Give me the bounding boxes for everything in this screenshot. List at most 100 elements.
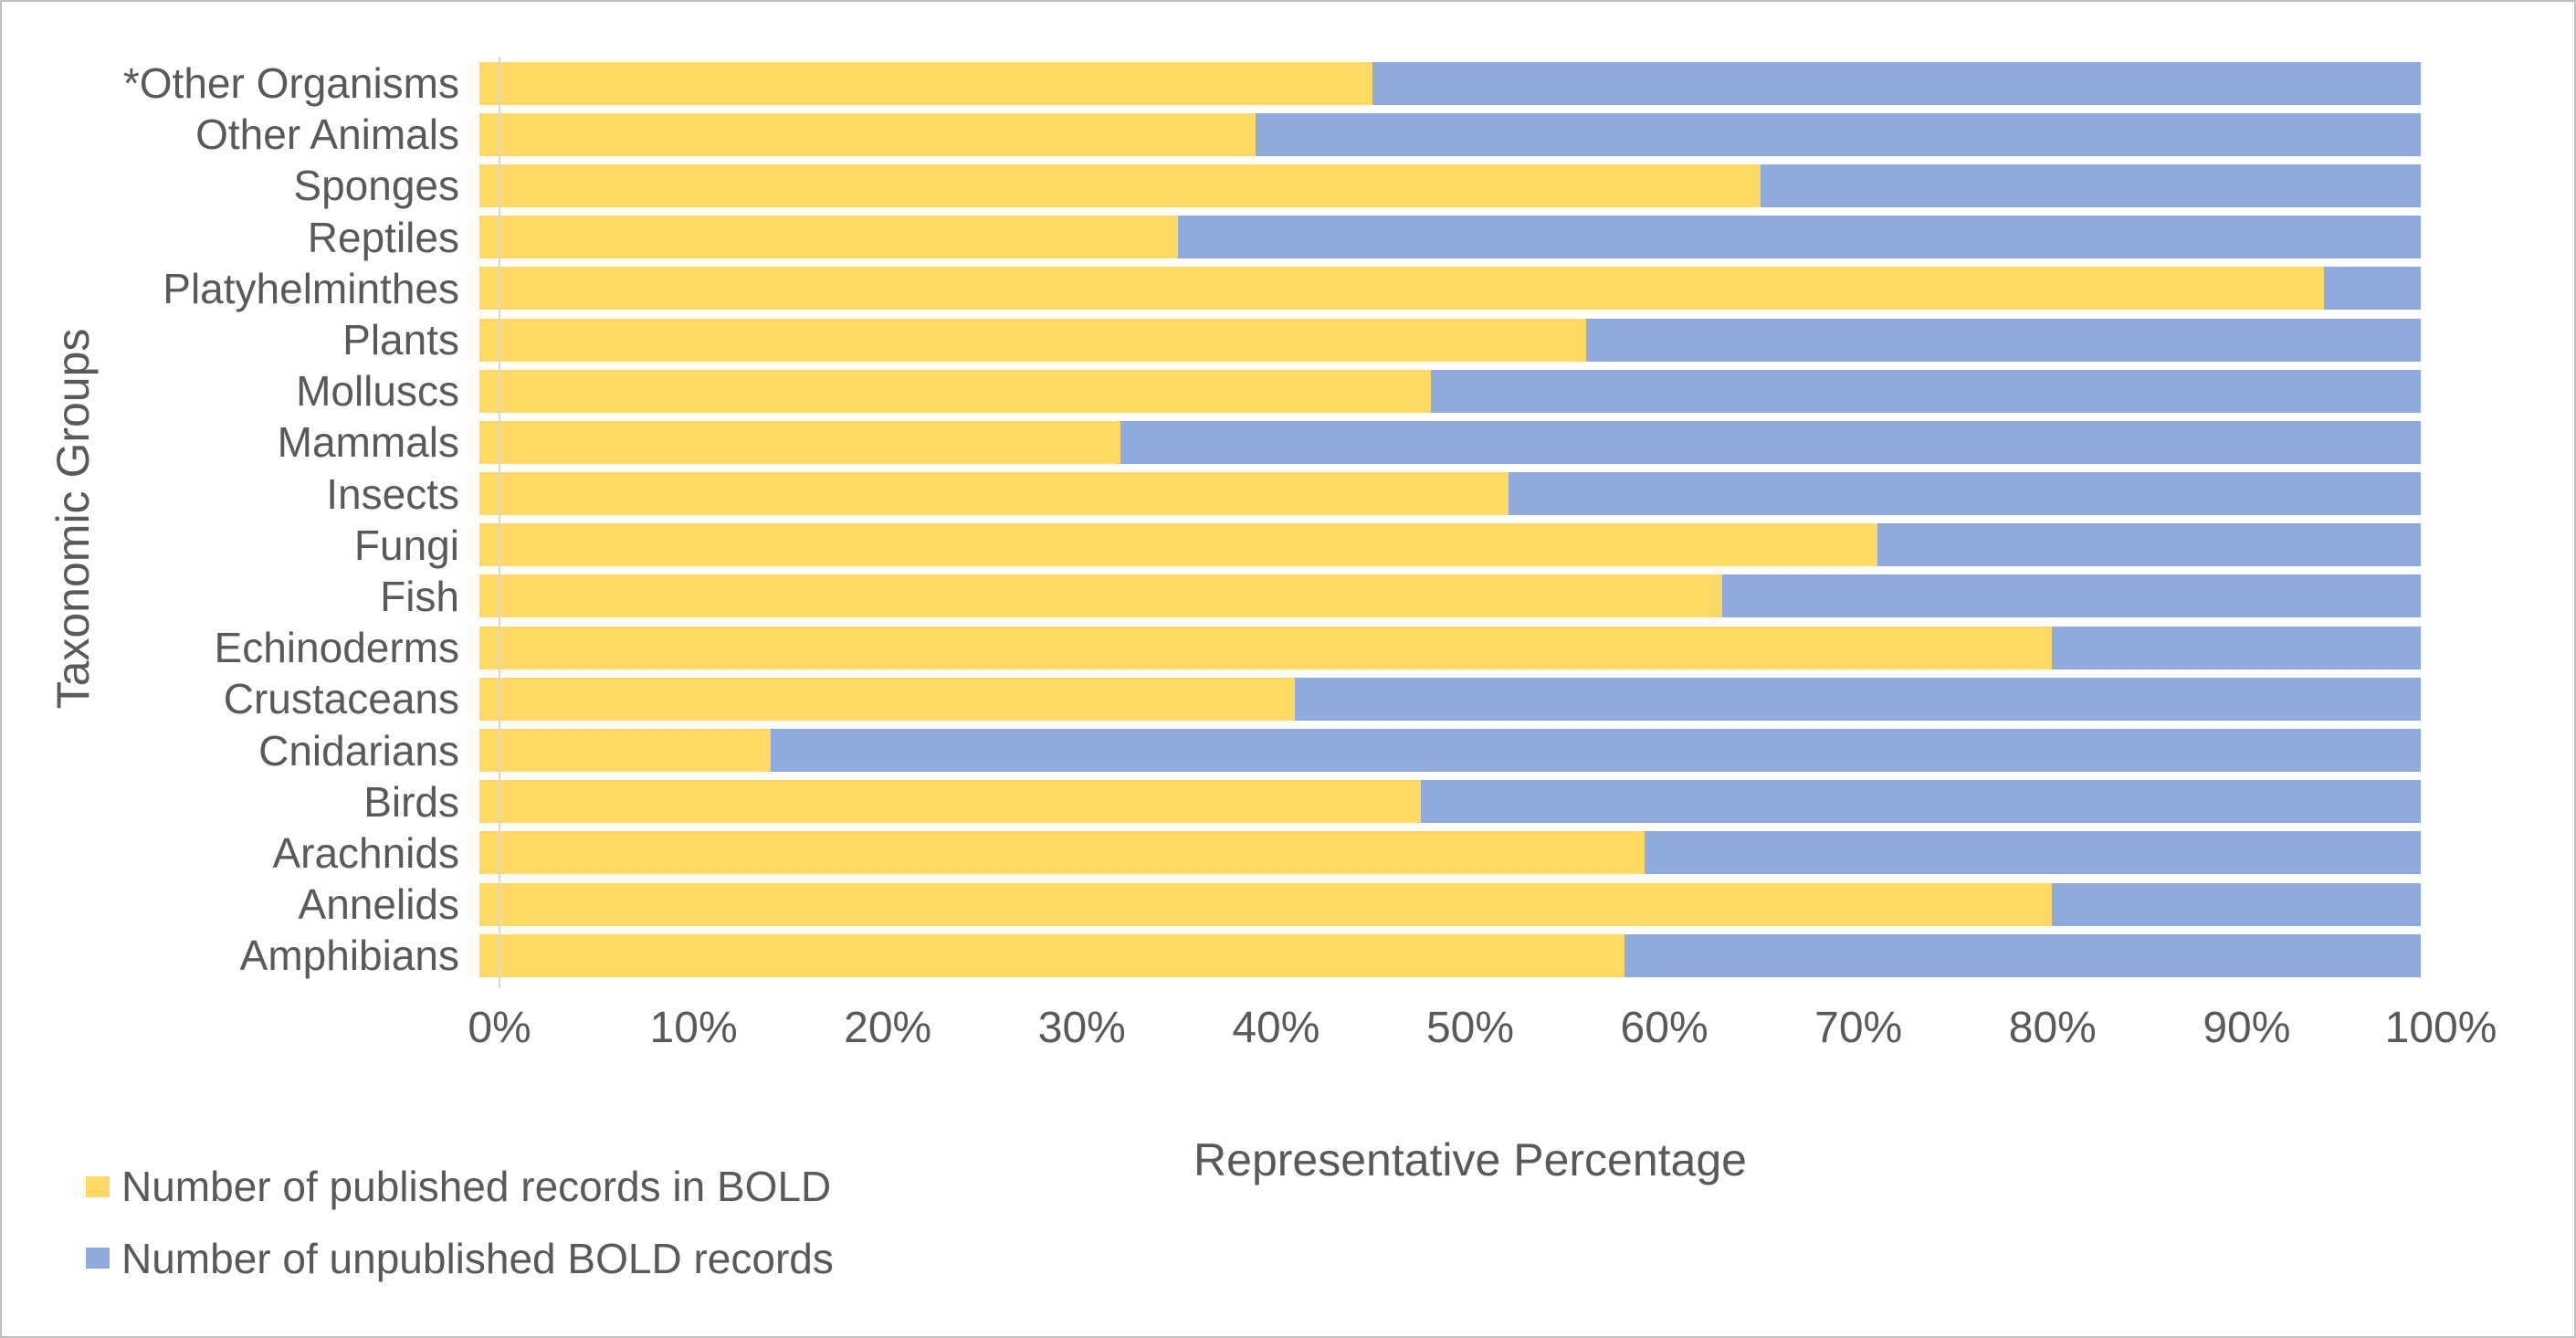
x-tick-label: 40% [1232, 1004, 1320, 1052]
bar-segment-unpublished [1372, 61, 2421, 105]
bar-track [479, 574, 2421, 618]
bar-segment-unpublished [1721, 574, 2421, 618]
category-label: Fish [380, 572, 459, 620]
chart-row: Crustaceans [2, 673, 2441, 724]
bar-segment-published [479, 729, 771, 773]
bar-track [479, 369, 2421, 413]
x-tick-label: 20% [844, 1004, 932, 1052]
chart-row: Reptiles [2, 212, 2441, 263]
bar-track [479, 267, 2421, 311]
bar-segment-unpublished [1624, 933, 2421, 977]
bar-segment-unpublished [1120, 420, 2421, 464]
bar-segment-published [479, 677, 1295, 721]
chart-row: Insects [2, 469, 2441, 520]
bar-segment-published [479, 216, 1179, 259]
bar-track [479, 677, 2421, 721]
chart-row: Annelids [2, 879, 2441, 930]
category-label: *Other Organisms [122, 59, 459, 108]
chart-row: Echinoderms [2, 622, 2441, 673]
bar-segment-unpublished [1178, 216, 2421, 259]
chart-row: Amphibians [2, 930, 2441, 981]
chart-row: Molluscs [2, 365, 2441, 416]
bar-track [479, 831, 2421, 875]
x-axis-title: Representative Percentage [1193, 1134, 1747, 1185]
category-label: Annelids [298, 880, 459, 929]
category-label: Sponges [293, 162, 459, 210]
category-label: Reptiles [307, 213, 459, 261]
plot-area: *Other Organisms Other Animals Sponges Rept… [2, 58, 2441, 981]
category-label: Plants [342, 316, 459, 364]
bar-track [479, 523, 2421, 567]
bar-track [479, 472, 2421, 516]
category-label: Other Animals [195, 111, 459, 159]
x-tick-label: 90% [2203, 1004, 2291, 1052]
bar-track [479, 882, 2421, 926]
bar-segment-published [479, 267, 2324, 311]
category-label: Platyhelminthes [163, 264, 459, 312]
legend: Number of published records in BOLD Numbe… [86, 1164, 834, 1281]
category-label: Molluscs [296, 367, 459, 416]
chart-row: Other Animals [2, 109, 2441, 160]
chart-row: Birds [2, 776, 2441, 827]
bar-segment-published [479, 882, 2053, 926]
legend-swatch-unpublished-icon [86, 1248, 110, 1270]
chart-row: Fish [2, 571, 2441, 622]
bar-segment-unpublished [770, 729, 2421, 773]
bar-segment-unpublished [2052, 882, 2421, 926]
category-label: Echinoderms [214, 624, 459, 672]
bar-segment-published [479, 61, 1372, 105]
category-label: Arachnids [272, 828, 459, 877]
chart-row: *Other Organisms [2, 58, 2441, 109]
bar-segment-published [479, 626, 2053, 669]
bar-track [479, 933, 2421, 977]
bar-track [479, 163, 2421, 207]
category-label: Cnidarians [258, 726, 459, 774]
bar-segment-unpublished [1421, 780, 2421, 824]
chart-row: Plants [2, 314, 2441, 365]
category-label: Insects [326, 469, 459, 518]
chart-row: Arachnids [2, 827, 2441, 879]
bar-segment-unpublished [1294, 677, 2421, 721]
x-tick-label: 70% [1814, 1004, 1903, 1052]
x-tick-label: 60% [1620, 1004, 1709, 1052]
bar-segment-unpublished [1256, 112, 2421, 156]
category-label: Fungi [353, 521, 459, 569]
bar-segment-published [479, 780, 1422, 824]
bar-segment-published [479, 933, 1625, 977]
bar-track [479, 112, 2421, 156]
category-label: Birds [363, 777, 459, 826]
legend-label: Number of published records in BOLD [121, 1163, 832, 1210]
bar-segment-unpublished [2052, 626, 2421, 669]
x-tick-label: 100% [2384, 1004, 2497, 1052]
bar-segment-published [479, 369, 1431, 413]
bar-track [479, 626, 2421, 669]
bar-segment-published [479, 574, 1722, 618]
x-tick-label: 30% [1037, 1004, 1126, 1052]
legend-swatch-published-icon [86, 1175, 110, 1197]
bar-segment-published [479, 163, 1761, 207]
bar-segment-unpublished [1761, 163, 2421, 207]
bar-segment-unpublished [1585, 318, 2421, 362]
legend-item: Number of unpublished BOLD records [86, 1234, 834, 1282]
chart-row: Mammals [2, 416, 2441, 468]
x-tick-label: 50% [1425, 1004, 1515, 1052]
y-axis-line [499, 57, 500, 988]
legend-label: Number of unpublished BOLD records [121, 1234, 834, 1282]
chart-row: Cnidarians [2, 724, 2441, 775]
bar-segment-published [479, 112, 1256, 156]
bar-segment-published [479, 523, 1877, 567]
bar-segment-unpublished [1877, 523, 2421, 567]
bar-track [479, 61, 2421, 105]
x-tick-label: 0% [468, 1004, 531, 1052]
chart-row: Platyhelminthes [2, 263, 2441, 314]
bar-track [479, 318, 2421, 362]
x-tick-label: 80% [2008, 1004, 2097, 1052]
bar-segment-published [479, 831, 1645, 875]
bar-segment-unpublished [2323, 267, 2421, 311]
legend-item: Number of published records in BOLD [86, 1164, 834, 1210]
chart-row: Sponges [2, 160, 2441, 211]
bar-segment-published [479, 420, 1120, 464]
bar-segment-unpublished [1508, 472, 2421, 516]
category-label: Mammals [277, 418, 459, 467]
